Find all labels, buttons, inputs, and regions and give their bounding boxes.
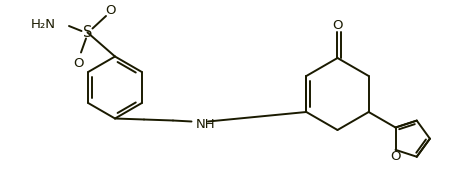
Text: H₂N: H₂N — [31, 18, 56, 31]
Text: O: O — [390, 150, 401, 163]
Text: S: S — [83, 25, 92, 40]
Text: O: O — [73, 57, 83, 70]
Text: O: O — [105, 4, 116, 17]
Text: NH: NH — [196, 118, 215, 131]
Text: O: O — [332, 19, 343, 32]
